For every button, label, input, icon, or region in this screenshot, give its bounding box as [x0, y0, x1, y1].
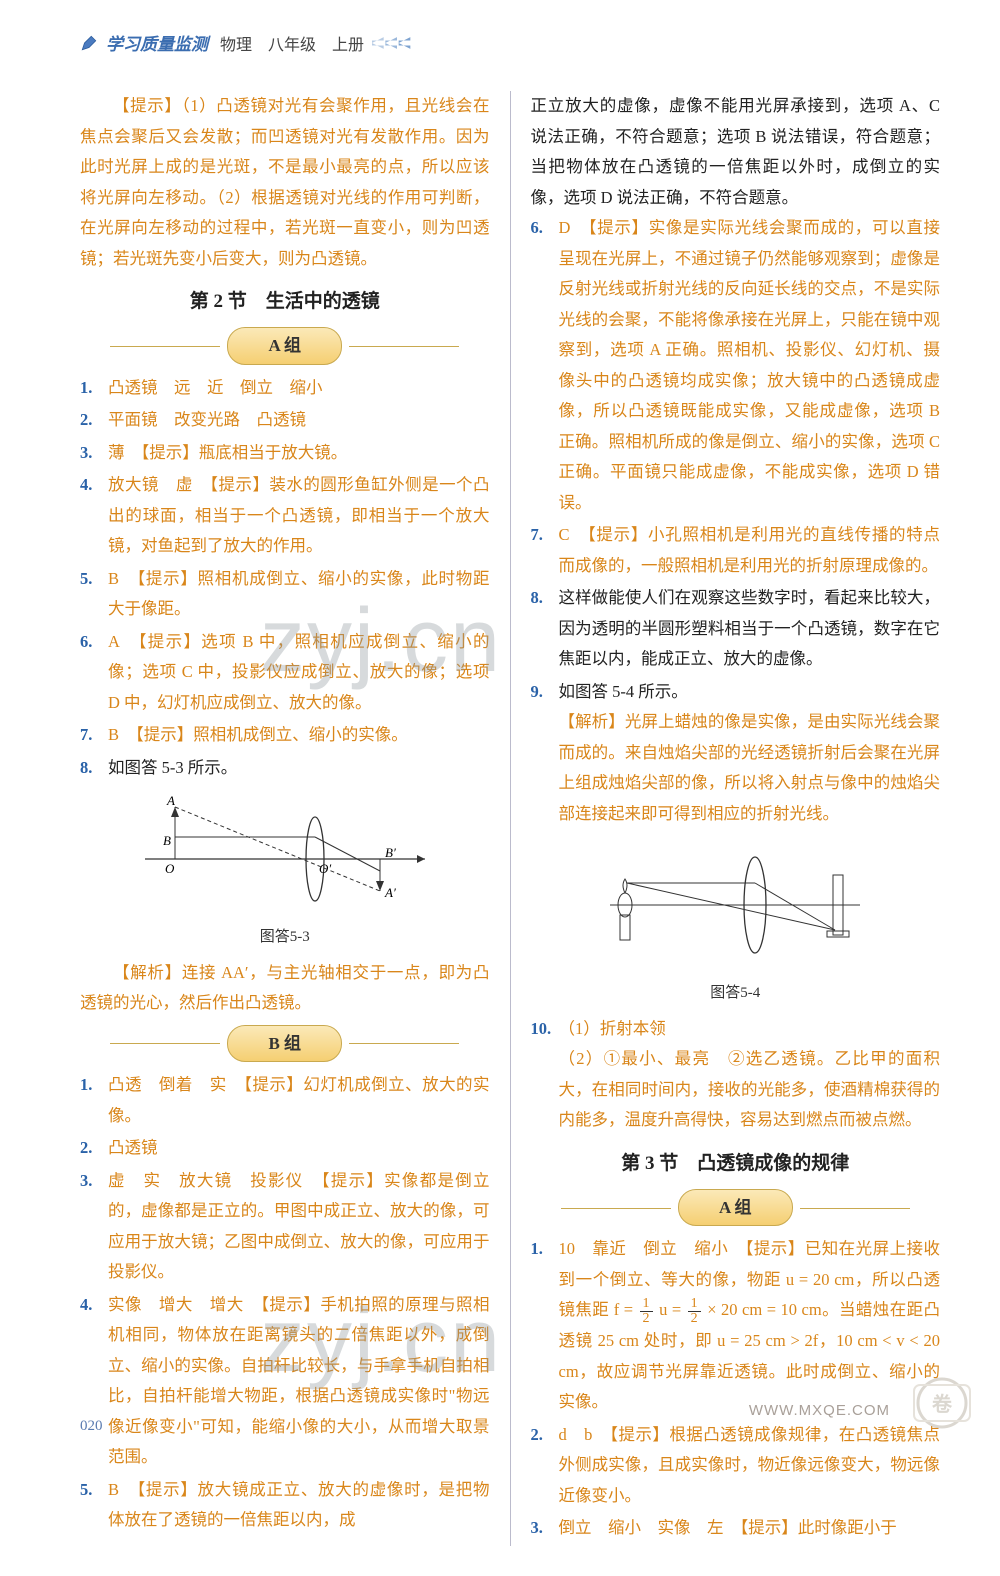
list-item: 6.A 【提示】选项 B 中，照相机应成倒立、缩小的像；选项 C 中，投影仪应成…	[80, 627, 490, 719]
list-item: 1. 10 靠近 倒立 缩小 【提示】已知在光屏上接收到一个倒立、等大的像，物距…	[531, 1234, 941, 1417]
figure-5-3: A B O A′ B′ O′ 图答5-3	[80, 789, 490, 951]
list-item: 8.这样做能使人们在观察这些数字时，看起来比较大，因为透明的半圆形塑料相当于一个…	[531, 583, 941, 675]
site-url: WWW.MXQE.COM	[749, 1402, 890, 1419]
svg-text:A: A	[166, 793, 175, 808]
pencil-icon	[80, 34, 98, 52]
header-subject: 物理 八年级 上册	[220, 31, 364, 55]
list-item: 1.凸透镜 远 近 倒立 缩小	[80, 373, 490, 404]
intro-text: 【提示】（1）凸透镜对光有会聚作用，且光线会在焦点会聚后又会发散；而凹透镜对光有…	[80, 91, 490, 274]
svg-text:O: O	[165, 861, 175, 876]
list-item: 1.凸透 倒着 实 【提示】幻灯机成倒立、放大的实像。	[80, 1070, 490, 1131]
list-item: 8.如图答 5-3 所示。	[80, 753, 490, 784]
svg-text:B: B	[163, 833, 171, 848]
list-item: 3.倒立 缩小 实像 左 【提示】此时像距小于	[531, 1513, 941, 1544]
svg-text:B′: B′	[385, 845, 396, 860]
list-item: 4.放大镜 虚 【提示】装水的圆形鱼缸外侧是一个凸出的球面，相当于一个凸透镜，即…	[80, 470, 490, 562]
list-item: 5.B 【提示】照相机成倒立、缩小的实像，此时物距大于像距。	[80, 564, 490, 625]
list-item: 3.薄 【提示】瓶底相当于放大镜。	[80, 438, 490, 469]
fig-caption: 图答5-4	[531, 980, 941, 1008]
page-header: 学习质量监测 物理 八年级 上册	[80, 30, 940, 61]
list-item: 10. （1）折射本领 （2）①最小、最亮 ②选乙透镜。乙比甲的面积大，在相同时…	[531, 1014, 941, 1136]
corner-logo-icon: 卷	[902, 1373, 982, 1433]
list-item: 5.B 【提示】放大镜成正立、放大的虚像时，是把物体放在了透镜的一倍焦距以内，成	[80, 1475, 490, 1536]
figure-5-4: 图答5-4	[531, 835, 941, 1007]
fig-caption: 图答5-3	[80, 924, 490, 952]
section-3-title: 第 3 节 凸透镜成像的规律	[531, 1146, 941, 1181]
list-item: 2.凸透镜	[80, 1133, 490, 1164]
list-item: 2.d b 【提示】根据凸透镜成像规律，在凸透镜焦点外侧成实像，且成实像时，物近…	[531, 1420, 941, 1512]
list-item: 6.D 【提示】实像是实际光线会聚而成的，可以直接呈现在光屏上，不通过镜子仍然能…	[531, 213, 941, 518]
arrows-icon	[372, 36, 422, 50]
right-column: 正立放大的虚像，虚像不能用光屏承接到，选项 A、C 说法正确，不符合题意；选项 …	[510, 91, 941, 1546]
header-title: 学习质量监测	[106, 30, 208, 55]
svg-text:A′: A′	[384, 885, 396, 900]
continuation-text: 正立放大的虚像，虚像不能用光屏承接到，选项 A、C 说法正确，不符合题意；选项 …	[531, 91, 941, 213]
list-item: 9.如图答 5-4 所示。【解析】光屏上蜡烛的像是实像，是由实际光线会聚而成的。…	[531, 677, 941, 830]
group-a-badge: A 组	[80, 327, 490, 364]
page-number: 020	[80, 1418, 103, 1435]
list-item: 2.平面镜 改变光路 凸透镜	[80, 405, 490, 436]
left-column: 【提示】（1）凸透镜对光有会聚作用，且光线会在焦点会聚后又会发散；而凹透镜对光有…	[80, 91, 510, 1546]
list-item: 7.B 【提示】照相机成倒立、缩小的实像。	[80, 720, 490, 751]
group-a-badge-2: A 组	[531, 1189, 941, 1226]
list-item: 4.实像 增大 增大 【提示】手机拍照的原理与照相机相同，物体放在距离镜头的二倍…	[80, 1290, 490, 1473]
svg-text:卷: 卷	[932, 1392, 953, 1416]
group-b-badge: B 组	[80, 1025, 490, 1062]
list-item: 3.虚 实 放大镜 投影仪 【提示】实像都是倒立的，虚像都是正立的。甲图中成正立…	[80, 1166, 490, 1288]
list-item: 7.C 【提示】小孔照相机是利用光的直线传播的特点而成像的，一般照相机是利用光的…	[531, 520, 941, 581]
section-2-title: 第 2 节 生活中的透镜	[80, 284, 490, 319]
exp-text: 【解析】连接 AA′，与主光轴相交于一点，即为凸透镜的光心，然后作出凸透镜。	[80, 958, 490, 1019]
